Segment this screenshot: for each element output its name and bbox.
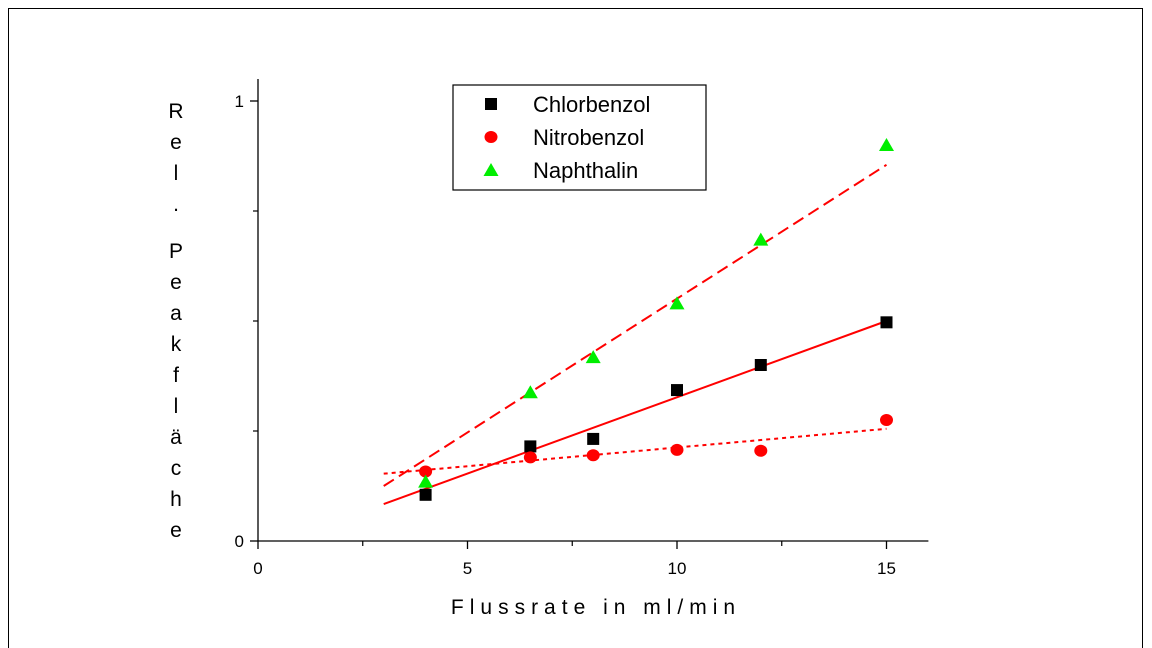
- y-axis-label-char-2: l: [174, 162, 179, 185]
- point-triangle-5: [879, 138, 894, 151]
- point-square-2: [587, 432, 600, 445]
- y-axis-label-char-3: .: [173, 193, 179, 216]
- legend-marker-0: [485, 98, 497, 110]
- point-triangle-3: [669, 296, 685, 310]
- point-circle-4: [754, 444, 768, 457]
- point-triangle-2: [585, 350, 601, 364]
- legend: Chlorbenzol Nitrobenzol Naphthalin: [452, 84, 707, 191]
- fit-line-0: [383, 320, 887, 505]
- fit-line-1: [383, 427, 887, 475]
- legend-label-0: Chlorbenzol: [533, 92, 650, 117]
- y-tick-label-0: 0: [235, 532, 244, 551]
- legend-label-1: Nitrobenzol: [533, 125, 644, 150]
- point-circle-2: [586, 449, 600, 462]
- point-circle-1: [523, 451, 537, 464]
- legend-marker-1: [484, 131, 498, 143]
- point-circle-0: [419, 465, 433, 478]
- x-tick-label-0: 0: [253, 559, 262, 578]
- axes: 0 5 10 15 0 1: [235, 79, 929, 578]
- point-square-1: [524, 440, 537, 453]
- y-tick-label-1: 1: [235, 92, 244, 111]
- legend-marker-2: [483, 163, 499, 176]
- x-tick-label-1: 5: [463, 559, 472, 578]
- point-triangle-1: [522, 385, 538, 399]
- y-axis-label-char-6: e: [170, 271, 182, 294]
- y-axis-label-char-9: f: [173, 364, 179, 387]
- x-axis-label: Flussrate in ml/min: [451, 596, 741, 619]
- y-axis-label-char-12: c: [171, 457, 182, 480]
- y-axis-label-char-1: e: [170, 131, 182, 154]
- point-circle-3: [670, 443, 684, 456]
- point-square-0: [419, 488, 432, 501]
- point-circle-5: [880, 414, 893, 426]
- legend-label-2: Naphthalin: [533, 158, 638, 183]
- point-triangle-0: [418, 474, 434, 488]
- y-axis-label-char-13: h: [170, 488, 182, 511]
- y-axis-label-char-14: e: [170, 519, 182, 542]
- y-axis-label-char-0: R: [168, 100, 183, 123]
- y-axis-label-char-7: a: [170, 302, 182, 325]
- y-axis-label-char-8: k: [171, 333, 182, 356]
- x-tick-label-2: 10: [668, 559, 687, 578]
- fit-lines: [383, 163, 888, 505]
- point-triangle-4: [753, 232, 769, 246]
- chart-frame: [8, 8, 1143, 648]
- point-square-5: [880, 316, 893, 329]
- fit-line-2: [383, 163, 888, 487]
- point-square-4: [754, 359, 767, 371]
- data-points: [418, 138, 894, 501]
- y-axis-label-char-5: P: [169, 240, 183, 263]
- point-square-3: [671, 384, 683, 397]
- y-axis-label-char-11: ä: [170, 426, 182, 449]
- x-tick-label-3: 15: [877, 559, 896, 578]
- y-axis-label-char-10: l: [174, 395, 179, 418]
